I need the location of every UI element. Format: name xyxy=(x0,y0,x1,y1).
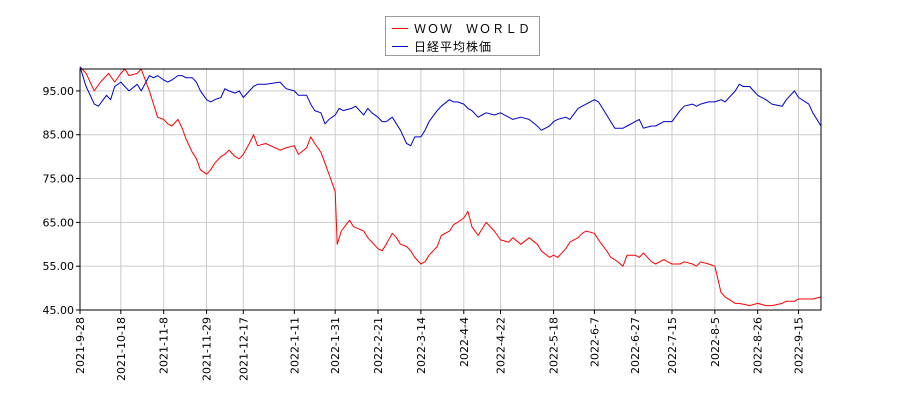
x-tick-label: 2021-12-17 xyxy=(237,317,250,381)
legend-item-wow-world: ＷＯＷ ＷＯＲＬＤ xyxy=(392,19,531,37)
grid xyxy=(79,69,821,311)
x-tick-label: 2022-6-7 xyxy=(588,317,601,367)
y-tick-label: 55.00 xyxy=(43,260,75,273)
x-tick-label: 2022-7-15 xyxy=(666,317,679,374)
x-tick-label: 2022-2-21 xyxy=(372,317,385,374)
x-tick-label: 2022-3-14 xyxy=(415,317,428,374)
x-tick-label: 2022-9-15 xyxy=(793,317,806,374)
legend-item-nikkei: 日経平均株価 xyxy=(392,37,492,55)
y-tick-label: 95.00 xyxy=(43,85,75,98)
x-tick-label: 2022-8-5 xyxy=(709,317,722,367)
legend-label: ＷＯＷ ＷＯＲＬＤ xyxy=(414,21,532,36)
x-tick-label: 2022-4-4 xyxy=(458,317,471,367)
x-tick-label: 2022-5-18 xyxy=(548,317,561,374)
y-tick-label: 85.00 xyxy=(43,129,75,142)
legend-swatch-red xyxy=(392,27,408,29)
x-tick-label: 2022-1-11 xyxy=(288,317,301,374)
series-line-nikkei xyxy=(79,66,822,147)
y-axis-ticks: 95.00 85.00 75.00 65.00 55.00 45.00 xyxy=(43,85,80,317)
x-tick-label: 2021-11-29 xyxy=(201,317,214,381)
x-tick-label: 2022-1-31 xyxy=(329,317,342,374)
y-tick-label: 65.00 xyxy=(43,216,75,229)
x-tick-label: 2022-8-26 xyxy=(752,317,765,374)
legend-swatch-blue xyxy=(392,45,408,47)
series-lines xyxy=(79,66,822,307)
legend: ＷＯＷ ＷＯＲＬＤ 日経平均株価 xyxy=(385,16,540,56)
x-tick-label: 2022-4-22 xyxy=(495,317,508,374)
x-tick-label: 2021-9-28 xyxy=(74,317,87,374)
x-tick-label: 2021-11-8 xyxy=(158,317,171,374)
series-line-wow-world xyxy=(79,66,822,307)
legend-label: 日経平均株価 xyxy=(414,39,493,54)
plot-frame xyxy=(79,68,822,311)
x-tick-label: 2021-10-18 xyxy=(115,317,128,381)
x-tick-label: 2022-6-27 xyxy=(629,317,642,374)
y-tick-label: 75.00 xyxy=(43,173,75,186)
x-axis-ticks: 2021-9-28 2021-10-18 2021-11-8 2021-11-29 20… xyxy=(74,310,806,381)
y-tick-label: 45.00 xyxy=(43,304,75,317)
